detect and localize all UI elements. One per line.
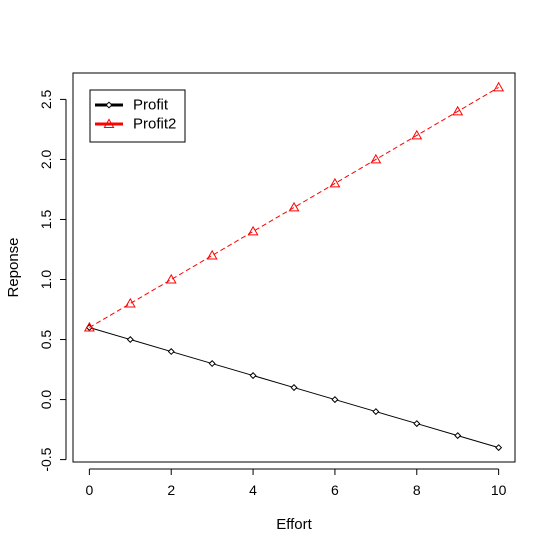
data-point-profit2 (83, 321, 95, 332)
data-point-profit (413, 420, 421, 428)
x-tick-label: 8 (413, 482, 421, 498)
data-point-profit (208, 360, 216, 368)
legend-marker-profit (105, 101, 113, 109)
x-tick-label: 4 (249, 482, 257, 498)
data-point-profit2 (165, 273, 177, 284)
legend-box (89, 89, 186, 143)
plot-frame (72, 72, 516, 463)
y-tick-label: 2.5 (38, 89, 54, 109)
data-point-profit (249, 372, 257, 380)
data-point-profit2 (206, 249, 218, 260)
legend-label-profit: Profit (133, 97, 169, 114)
y-tick-label: 0.5 (38, 330, 54, 350)
data-point-profit (454, 432, 462, 440)
data-point-profit2 (124, 297, 136, 308)
x-tick-label: 0 (85, 482, 93, 498)
y-axis-title: Reponse (5, 237, 22, 297)
x-axis: 0 2 4 6 8 10 (85, 468, 507, 498)
data-point-profit2 (411, 129, 423, 140)
data-point-profit2 (452, 105, 464, 116)
series-layer (83, 81, 505, 452)
legend: Profit Profit2 (89, 89, 186, 143)
data-point-profit2 (493, 81, 505, 92)
y-tick-label: -0.5 (38, 447, 54, 471)
y-tick-label: 1.5 (38, 210, 54, 230)
x-axis-title: Effort (276, 516, 312, 533)
data-point-profit (126, 336, 134, 344)
legend-marker-profit2 (103, 118, 115, 128)
y-tick-label: 2.0 (38, 150, 54, 170)
data-point-profit2 (329, 177, 341, 188)
y-tick-label: 0.0 (38, 390, 54, 410)
data-point-profit2 (370, 153, 382, 164)
x-tick-label: 2 (167, 482, 175, 498)
data-point-profit2 (247, 225, 259, 236)
x-tick-label: 10 (491, 482, 507, 498)
data-point-profit (372, 408, 380, 416)
data-point-profit (495, 444, 503, 452)
series-line-profit2 (89, 86, 499, 328)
y-tick-label: 1.0 (38, 270, 54, 290)
legend-label-profit2: Profit2 (133, 116, 176, 133)
data-point-profit (167, 348, 175, 356)
y-axis: -0.5 0.0 0.5 1.0 1.5 2.0 2.5 (38, 89, 67, 472)
data-point-profit (331, 396, 339, 404)
x-tick-label: 6 (331, 482, 339, 498)
data-point-profit2 (288, 201, 300, 212)
data-point-profit (290, 384, 298, 392)
